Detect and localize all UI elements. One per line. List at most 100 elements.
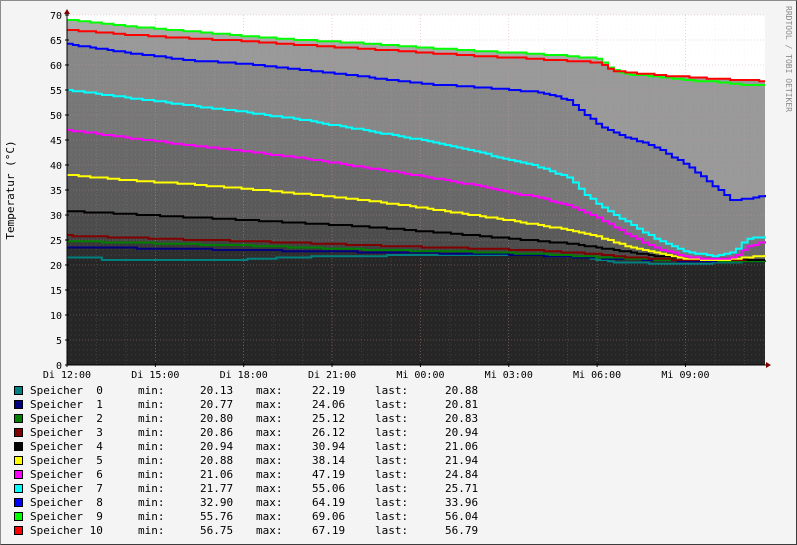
legend-max-value: 38.14 bbox=[312, 454, 346, 467]
legend-min-value: 21.77 bbox=[200, 482, 234, 495]
legend-max-label: max: bbox=[256, 454, 283, 467]
legend-min-label: min: bbox=[138, 426, 165, 439]
y-tick-label: 10 bbox=[50, 311, 62, 322]
area-speicher-0 bbox=[67, 255, 765, 365]
legend-last-value: 20.83 bbox=[445, 412, 479, 425]
y-tick-label: 60 bbox=[50, 61, 62, 72]
line-speicher-1 bbox=[67, 246, 765, 263]
legend-last-value: 21.94 bbox=[445, 454, 479, 467]
legend-last-label: last: bbox=[375, 398, 409, 411]
tick-labels: 0 5 10 15 20 25 30 35 40 45 50 55 60 65 70 Di 12:00 Di 1… bbox=[43, 11, 710, 381]
legend-name: Speicher 8 bbox=[30, 496, 103, 509]
legend-min-value: 20.86 bbox=[200, 426, 234, 439]
legend-max-label: max: bbox=[256, 510, 283, 523]
legend-max-value: 47.19 bbox=[312, 468, 346, 481]
x-tick-label: Di 18:00 bbox=[220, 370, 268, 381]
legend-max-value: 64.19 bbox=[312, 496, 346, 509]
legend-name: Speicher 1 bbox=[30, 398, 103, 411]
legend-max-value: 55.06 bbox=[312, 482, 346, 495]
legend-swatch bbox=[14, 512, 23, 521]
legend-min-value: 20.88 bbox=[200, 454, 234, 467]
legend-min-label: min: bbox=[138, 510, 165, 523]
legend-max-label: max: bbox=[256, 496, 283, 509]
legend-max-label: max: bbox=[256, 468, 283, 481]
line-speicher-9 bbox=[67, 19, 765, 86]
legend-min-label: min: bbox=[138, 454, 165, 467]
rrdtool-watermark: RRDTOOL / TOBI OETIKER bbox=[784, 6, 793, 112]
legend-min-value: 20.77 bbox=[200, 398, 234, 411]
legend-last-label: last: bbox=[375, 496, 409, 509]
line-speicher-2 bbox=[67, 240, 765, 263]
line-speicher-6 bbox=[67, 129, 766, 260]
series-areas bbox=[67, 15, 765, 366]
y-tick-label: 5 bbox=[56, 336, 62, 347]
series-lines bbox=[67, 19, 766, 265]
y-tick-label: 35 bbox=[50, 186, 62, 197]
legend-last-value: 56.79 bbox=[445, 524, 479, 537]
legend-name: Speicher 6 bbox=[30, 468, 103, 481]
legend-last-value: 25.71 bbox=[445, 482, 479, 495]
legend-swatch bbox=[14, 484, 23, 493]
legend-last-label: last: bbox=[375, 510, 409, 523]
y-tick-label: 50 bbox=[50, 111, 62, 122]
y-axis-label: Temperatur (°C) bbox=[4, 140, 17, 239]
grid-lines bbox=[66, 14, 765, 366]
legend-min-label: min: bbox=[138, 496, 165, 509]
legend-min-value: 55.76 bbox=[200, 510, 234, 523]
legend-last-value: 20.88 bbox=[445, 384, 479, 397]
legend-max-value: 22.19 bbox=[312, 384, 346, 397]
legend-last-label: last: bbox=[375, 524, 409, 537]
legend-max-label: max: bbox=[256, 524, 283, 537]
legend-last-value: 20.81 bbox=[445, 398, 479, 411]
x-axis-arrow bbox=[766, 362, 771, 368]
y-tick-label: 25 bbox=[50, 236, 62, 247]
legend-max-label: max: bbox=[256, 426, 283, 439]
legend-swatch bbox=[14, 498, 23, 507]
legend-last-label: last: bbox=[375, 468, 409, 481]
legend-swatch bbox=[14, 526, 23, 535]
legend-min-value: 56.75 bbox=[200, 524, 234, 537]
y-tick-label: 15 bbox=[50, 286, 62, 297]
y-tick-label: 65 bbox=[50, 36, 62, 47]
legend-min-label: min: bbox=[138, 398, 165, 411]
legend-name: Speicher 3 bbox=[30, 426, 103, 439]
line-speicher-5 bbox=[67, 174, 766, 261]
legend-max-label: max: bbox=[256, 440, 283, 453]
x-tick-label: Di 15:00 bbox=[131, 370, 179, 381]
legend-max-label: max: bbox=[256, 412, 283, 425]
line-speicher-7 bbox=[67, 89, 766, 258]
y-axis-arrow bbox=[64, 9, 70, 14]
legend-swatch bbox=[14, 470, 23, 479]
legend-min-label: min: bbox=[138, 524, 165, 537]
legend-min-label: min: bbox=[138, 482, 165, 495]
y-tick-label: 45 bbox=[50, 136, 62, 147]
y-tick-label: 20 bbox=[50, 261, 62, 272]
legend-last-label: last: bbox=[375, 482, 409, 495]
legend-name: Speicher 5 bbox=[30, 454, 103, 467]
legend-min-label: min: bbox=[138, 412, 165, 425]
legend-last-label: last: bbox=[375, 426, 409, 439]
x-tick-label: Mi 03:00 bbox=[485, 370, 533, 381]
legend-max-label: max: bbox=[256, 482, 283, 495]
legend-max-value: 26.12 bbox=[312, 426, 346, 439]
line-speicher-0 bbox=[67, 254, 766, 265]
legend-last-value: 33.96 bbox=[445, 496, 479, 509]
legend-min-value: 20.94 bbox=[200, 440, 234, 453]
legend-last-label: last: bbox=[375, 384, 409, 397]
line-speicher-10 bbox=[67, 29, 765, 83]
legend-name: Speicher 9 bbox=[30, 510, 103, 523]
legend-min-value: 20.80 bbox=[200, 412, 234, 425]
x-tick-label: Di 21:00 bbox=[308, 370, 356, 381]
legend-last-value: 21.06 bbox=[445, 440, 479, 453]
legend-last-value: 24.84 bbox=[445, 468, 479, 481]
legend-name: Speicher 10 bbox=[30, 524, 103, 537]
x-tick-label: Mi 06:00 bbox=[573, 370, 621, 381]
legend-max-value: 30.94 bbox=[312, 440, 346, 453]
legend-max-value: 25.12 bbox=[312, 412, 346, 425]
legend-swatch bbox=[14, 400, 23, 409]
legend-last-value: 56.04 bbox=[445, 510, 479, 523]
y-tick-label: 70 bbox=[50, 11, 62, 22]
y-tick-label: 55 bbox=[50, 86, 62, 97]
legend-last-value: 20.94 bbox=[445, 426, 479, 439]
line-speicher-3 bbox=[67, 234, 765, 261]
